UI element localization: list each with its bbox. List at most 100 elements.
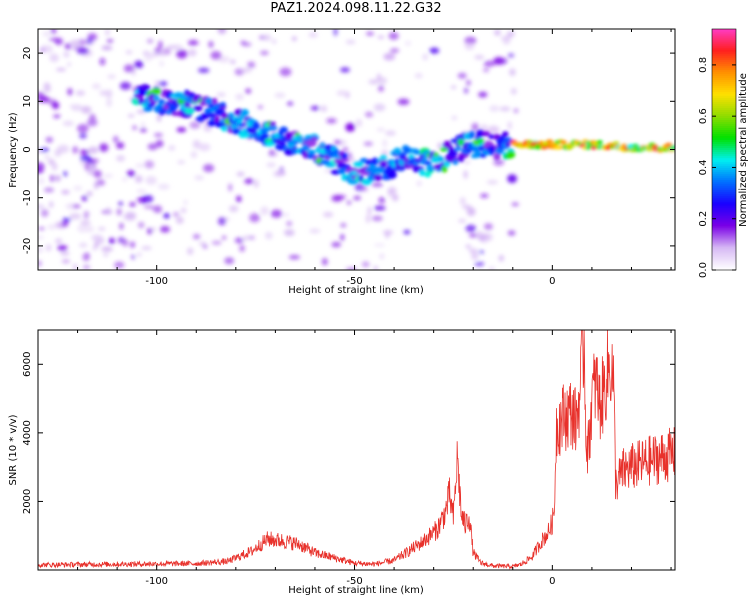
spectrogram-blob: [279, 67, 292, 77]
spectrogram-blob: [247, 61, 256, 69]
spectrogram-blob: [91, 234, 103, 241]
spectrogram-blob: [82, 252, 90, 262]
spectrogram-y-tick-label: 0: [22, 146, 33, 152]
spectrogram-blob: [506, 31, 515, 37]
colorbar-segment: [712, 123, 736, 126]
spectrogram-blob: [86, 191, 93, 197]
spectrogram-blob: [331, 195, 343, 202]
spectrogram-blob: [77, 224, 88, 233]
figure-title: PAZ1.2024.098.11.22.G32: [270, 1, 442, 16]
spectrogram-blob: [64, 43, 71, 50]
colorbar-segment: [712, 139, 736, 143]
spectrogram-blob: [61, 190, 70, 195]
spectrogram-blob: [70, 39, 80, 47]
spectrogram-blob: [371, 182, 384, 187]
spectrogram-blob: [373, 266, 378, 270]
spectrogram-blob: [192, 139, 201, 149]
spectrogram-blob: [121, 177, 128, 182]
spectrogram-blob: [101, 246, 113, 252]
spectrogram-ridge-blob: [590, 145, 598, 150]
spectrogram-blob: [172, 212, 180, 217]
colorbar-segment: [712, 101, 736, 104]
spectrogram-blob: [158, 81, 168, 86]
spectrogram-ridge-blob: [151, 88, 161, 95]
spectrogram-blob: [217, 29, 227, 35]
spectrogram-ridge-blob: [340, 157, 349, 163]
spectrogram-blob: [486, 180, 499, 185]
spectrogram-blob: [310, 106, 320, 111]
colorbar-segment: [712, 173, 736, 177]
spectrogram-ridge-blob: [419, 169, 426, 177]
spectrogram-ridge-blob: [386, 171, 397, 179]
spectrogram-ridge-blob: [457, 138, 465, 146]
spectrogram-blob: [38, 235, 45, 240]
colorbar-tick-label: 0.0: [698, 262, 709, 278]
spectrogram-ridge-blob: [259, 133, 270, 140]
spectrogram-blob: [138, 221, 145, 229]
spectrogram-ridge-blob: [379, 155, 387, 162]
spectrogram-blob: [98, 227, 106, 231]
spectrogram-blob: [382, 230, 394, 235]
spectrogram-ridge-blob: [207, 112, 217, 118]
spectrogram-blob: [48, 37, 60, 42]
spectrogram-blob: [458, 219, 466, 223]
colorbar-segment: [712, 163, 736, 167]
spectrogram-blob: [73, 263, 78, 270]
spectrogram-blob: [60, 251, 70, 256]
snr-axes: -100 -50 0 2000 4000 6000: [22, 330, 675, 587]
spectrogram-blob: [263, 34, 272, 41]
spectrogram-blob: [483, 223, 493, 231]
spectrogram-blob: [141, 246, 152, 250]
spectrogram-blob: [466, 207, 476, 217]
spectrogram-blob: [507, 53, 515, 58]
spectrogram-blob: [43, 83, 51, 93]
spectrogram-blob: [326, 118, 337, 124]
spectrogram-blob: [71, 104, 83, 111]
colorbar-gradient: [712, 29, 736, 271]
spectrogram-ridge-blob: [441, 165, 448, 173]
spectrogram-blob: [194, 175, 204, 181]
colorbar-segment: [712, 67, 736, 70]
spectrogram-blob: [378, 197, 385, 204]
spectrogram-blob: [286, 220, 293, 227]
spectrogram-blob: [373, 243, 386, 247]
colorbar-segment: [712, 105, 736, 108]
spectrogram-blob: [462, 204, 472, 210]
colorbar-segment: [712, 227, 736, 231]
colorbar-segment: [712, 233, 736, 237]
spectrogram-blob: [140, 128, 147, 133]
spectrogram-blob: [507, 174, 517, 184]
spectrogram-ridge-blob: [251, 122, 261, 130]
spectrogram-blob: [75, 90, 86, 96]
colorbar-segment: [712, 77, 736, 80]
colorbar-segment: [712, 149, 736, 153]
spectrogram-blob: [451, 115, 458, 120]
spectrogram-blob: [480, 193, 489, 198]
colorbar-segment: [712, 95, 736, 98]
spectrogram-blob: [510, 88, 517, 95]
spectrogram-blob: [471, 122, 479, 132]
spectrogram-blob: [498, 255, 504, 262]
spectrogram-blob: [55, 238, 63, 244]
spectrogram-blob: [379, 253, 385, 260]
spectrogram-blob: [105, 89, 113, 98]
spectrogram-blob: [478, 250, 484, 254]
spectrogram-blob: [404, 40, 412, 46]
spectrogram-blob: [49, 53, 59, 63]
spectrogram-blob: [106, 98, 112, 108]
spectrogram-ridge-blob: [362, 178, 372, 186]
spectrogram-blob: [57, 144, 70, 154]
spectrogram-blob: [93, 170, 102, 178]
colorbar-segment: [712, 131, 736, 135]
spectrogram-ridge-blob: [559, 140, 567, 145]
spectrogram-blob: [494, 29, 501, 36]
colorbar-segment: [712, 255, 736, 259]
spectrogram-blob: [481, 237, 487, 244]
spectrogram-blob: [73, 185, 83, 191]
snr-x-tick-label: -50: [346, 576, 362, 587]
spectrogram-blob: [513, 108, 519, 114]
spectrogram-blob: [385, 130, 396, 136]
colorbar-segment: [712, 267, 736, 271]
colorbar-segment: [712, 127, 736, 131]
